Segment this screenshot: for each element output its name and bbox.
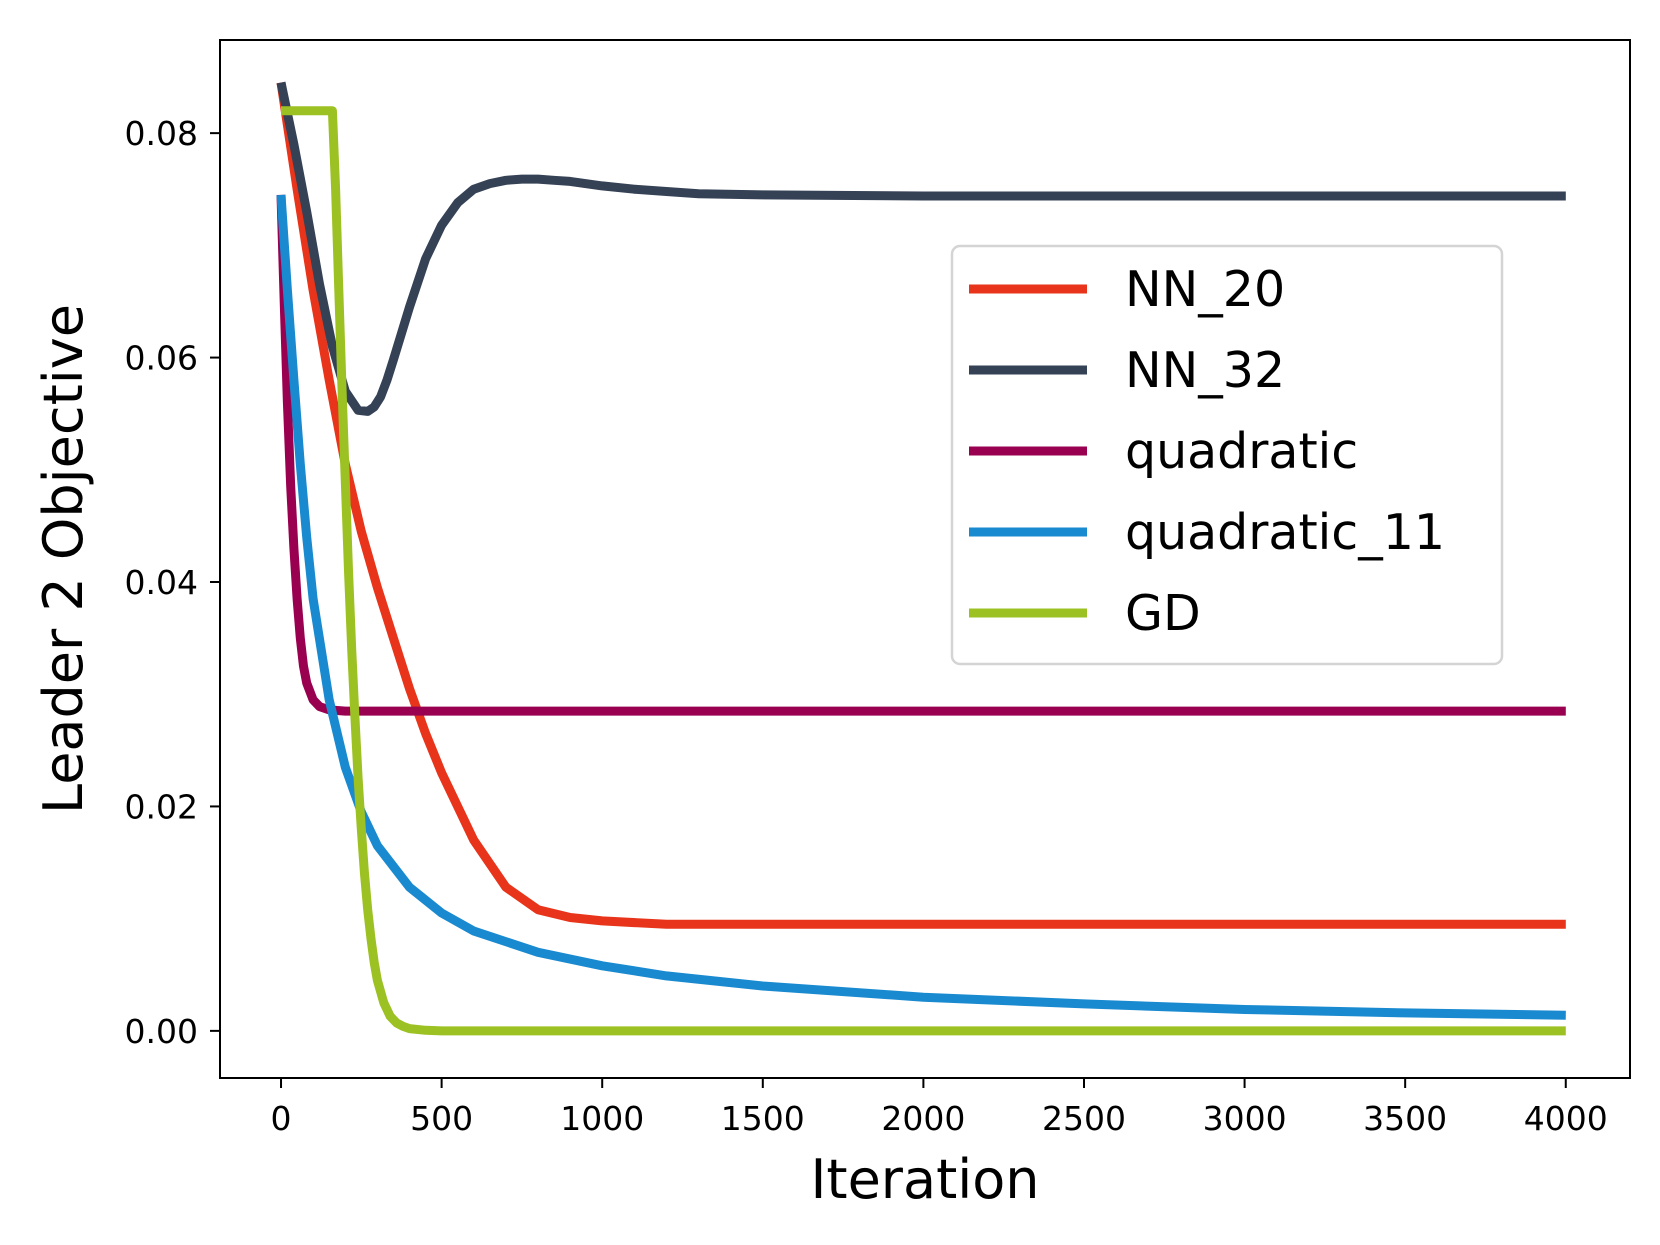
series-line-quadratic-11 xyxy=(276,194,1566,1020)
x-tick-label: 3000 xyxy=(1203,1099,1287,1138)
x-tick-label: 500 xyxy=(410,1099,473,1138)
x-axis: 0 500 1000 1500 2000 2500 3000 3500 4000 xyxy=(271,1078,1608,1138)
y-tick-label: 0.02 xyxy=(125,787,198,826)
x-tick-label: 1500 xyxy=(721,1099,805,1138)
x-tick-label: 3500 xyxy=(1363,1099,1447,1138)
legend: NN_20 NN_32 quadratic quadratic_11 GD xyxy=(950,244,1504,666)
series-layer xyxy=(276,81,1566,1036)
y-axis: 0.00 0.02 0.04 0.06 0.08 xyxy=(125,114,220,1051)
y-tick-label: 0.08 xyxy=(125,114,198,153)
y-tick-label: 0.06 xyxy=(125,339,198,378)
x-tick-label: 0 xyxy=(271,1099,292,1138)
series-line-quadratic xyxy=(276,194,1566,716)
legend-label-nn-32: NN_32 xyxy=(1125,342,1285,399)
plot-frame xyxy=(219,39,1631,1079)
series-line-gd xyxy=(281,106,1566,1036)
legend-label-gd: GD xyxy=(1125,585,1201,642)
y-tick-label: 0.00 xyxy=(125,1012,198,1051)
legend-label-quadratic: quadratic xyxy=(1125,423,1358,480)
x-axis-label: Iteration xyxy=(810,1148,1039,1211)
legend-label-quadratic-11: quadratic_11 xyxy=(1125,504,1445,561)
x-tick-label: 2500 xyxy=(1042,1099,1126,1138)
y-axis-label: Leader 2 Objective xyxy=(32,304,95,814)
y-tick-label: 0.04 xyxy=(125,563,198,602)
legend-label-nn-20: NN_20 xyxy=(1125,261,1285,318)
x-tick-label: 2000 xyxy=(881,1099,965,1138)
x-tick-label: 4000 xyxy=(1524,1099,1608,1138)
legend-box xyxy=(950,244,1504,666)
series-line-nn-32 xyxy=(276,81,1566,416)
x-tick-label: 1000 xyxy=(560,1099,644,1138)
